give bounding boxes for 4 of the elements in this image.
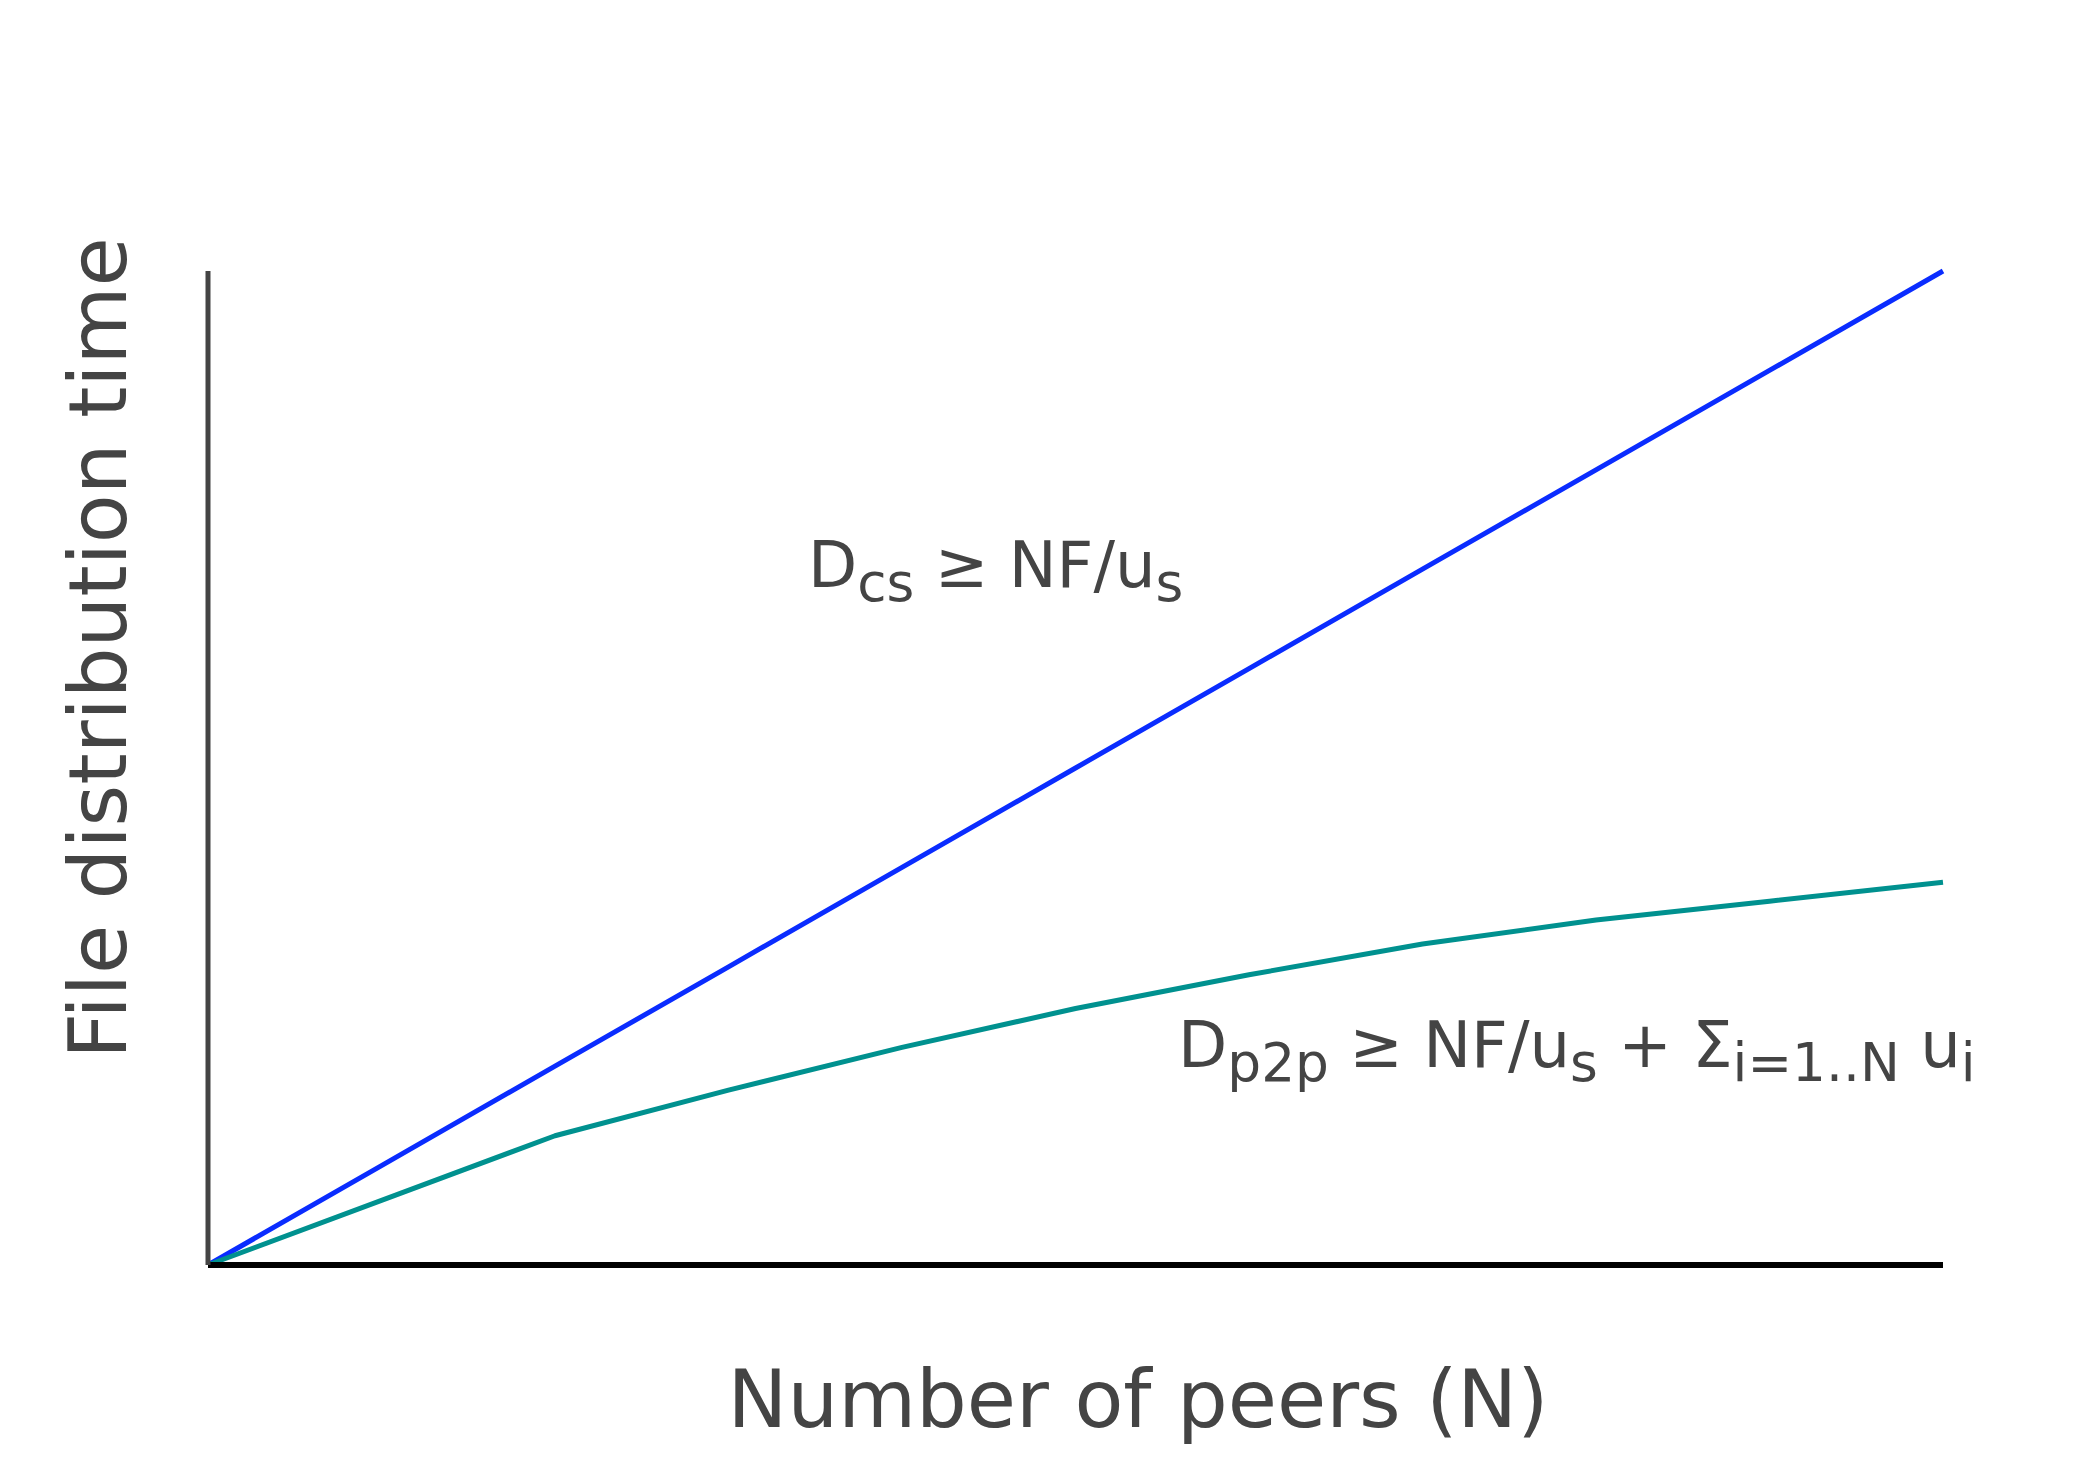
x-axis-title: Number of peers (N) — [727, 1353, 1549, 1446]
annotation: D$_{p2p}$ ≥ NF/u$_{s}$ + Σ$_{i=1..N}$ u$_{i}$ — [1178, 1008, 1976, 1094]
y-axis-title: File distribution time — [51, 237, 145, 1059]
annotation: D$_{cs}$ ≥ NF/u$_{s}$ — [808, 528, 1184, 614]
